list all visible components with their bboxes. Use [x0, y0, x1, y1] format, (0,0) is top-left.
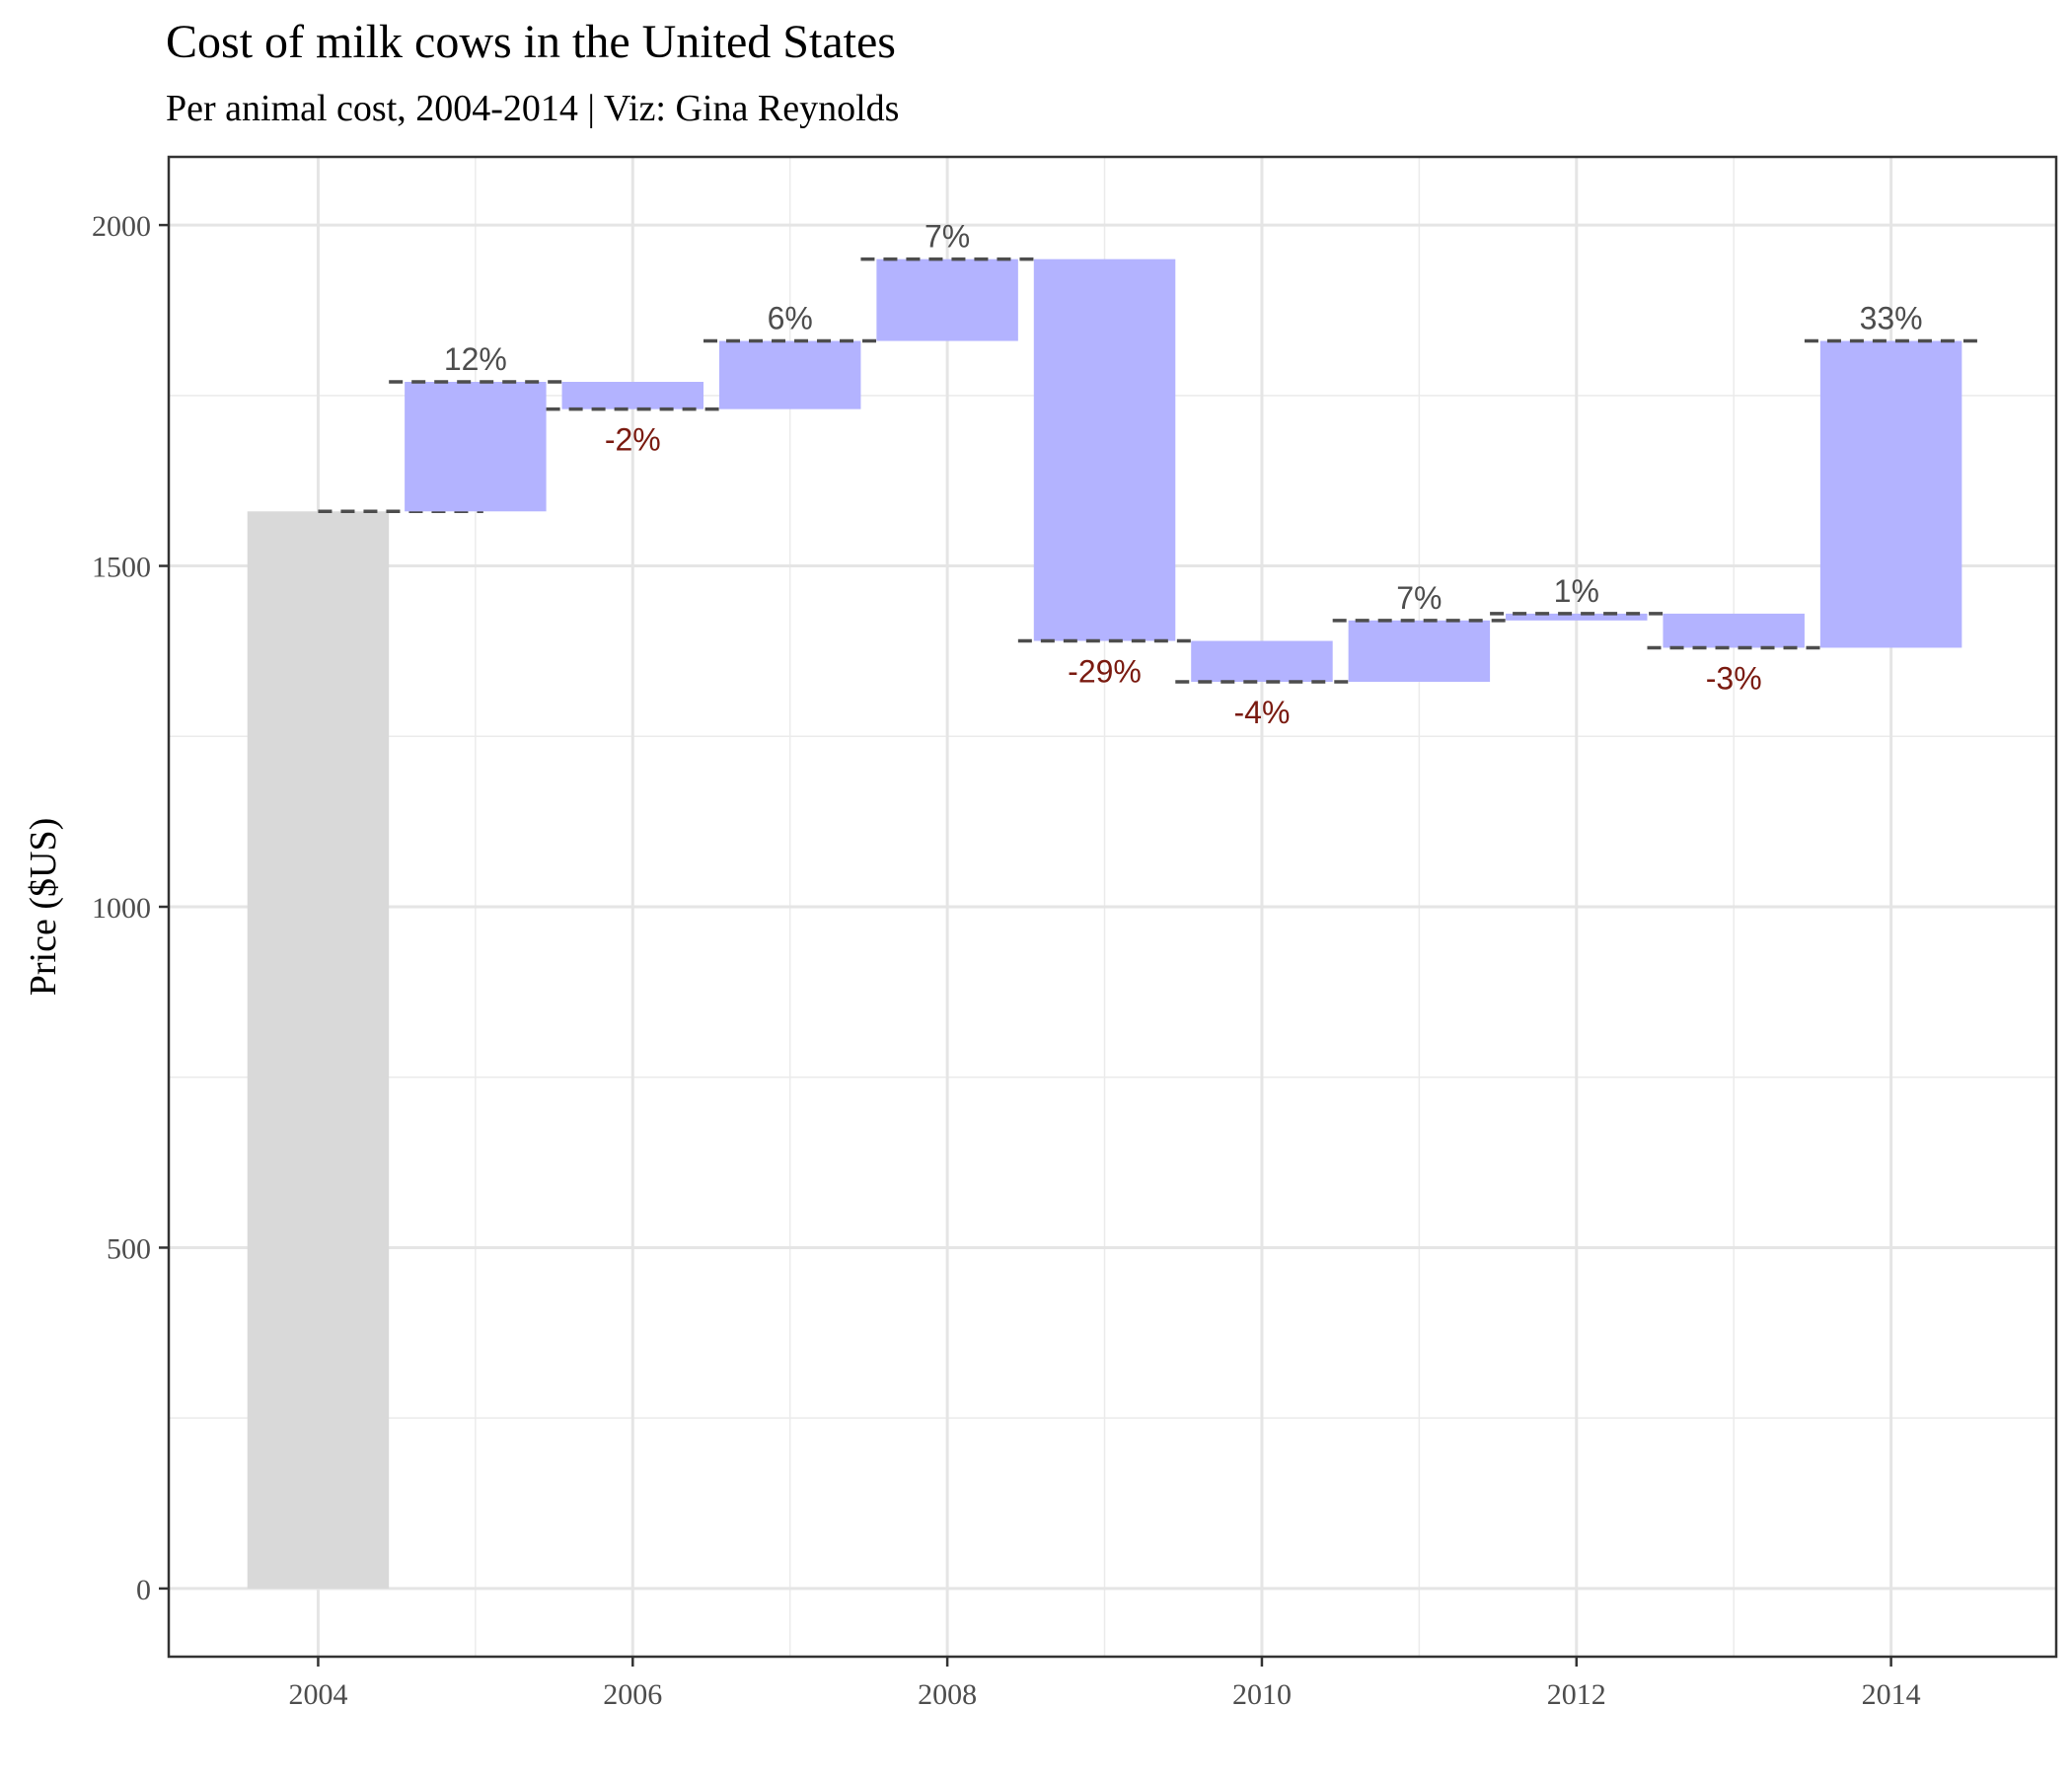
value-label-2014: 33% [1860, 301, 1923, 336]
bar-2014 [1819, 340, 1962, 648]
x-tick-label: 2004 [288, 1678, 347, 1711]
value-label-2010: -4% [1233, 695, 1290, 730]
x-tick-label: 2012 [1547, 1678, 1606, 1711]
bar-2009 [1033, 259, 1176, 641]
bar-2012 [1506, 613, 1648, 621]
y-tick-label: 2000 [92, 210, 151, 243]
bar-2010 [1191, 640, 1333, 682]
value-label-2012: 1% [1554, 573, 1599, 609]
x-tick-label: 2006 [603, 1678, 662, 1711]
value-label-2013: -3% [1706, 660, 1762, 696]
x-tick-label: 2008 [918, 1678, 977, 1711]
value-label-2009: -29% [1068, 654, 1142, 690]
plot-area: 12% -2% 6% 7% -29% -4% 7% 1% -3% 33% 0 500 1000 1500 2… [92, 155, 2058, 1711]
chart-subtitle: Per animal cost, 2004-2014 | Viz: Gina R… [166, 88, 899, 129]
y-axis-title: Price ($US) [23, 818, 64, 996]
bar-2006 [561, 382, 704, 409]
value-label-2011: 7% [1396, 580, 1442, 616]
bar-2011 [1348, 620, 1491, 682]
bar-2013 [1663, 613, 1805, 648]
y-tick-label: 0 [136, 1574, 151, 1606]
y-tick-label: 500 [107, 1232, 151, 1265]
value-label-2007: 6% [768, 301, 813, 336]
bar-2005 [405, 382, 547, 512]
bar-2007 [718, 340, 861, 409]
x-tick-label: 2014 [1862, 1678, 1921, 1711]
bar-start-2004 [247, 511, 390, 1589]
chart-title: Cost of milk cows in the United States [166, 16, 896, 68]
value-label-2008: 7% [925, 219, 970, 255]
value-label-2005: 12% [444, 341, 507, 377]
y-tick-label: 1500 [92, 552, 151, 584]
value-label-2006: -2% [605, 422, 661, 458]
x-tick-label: 2010 [1232, 1678, 1292, 1711]
y-tick-label: 1000 [92, 892, 151, 925]
bar-2008 [876, 259, 1018, 341]
